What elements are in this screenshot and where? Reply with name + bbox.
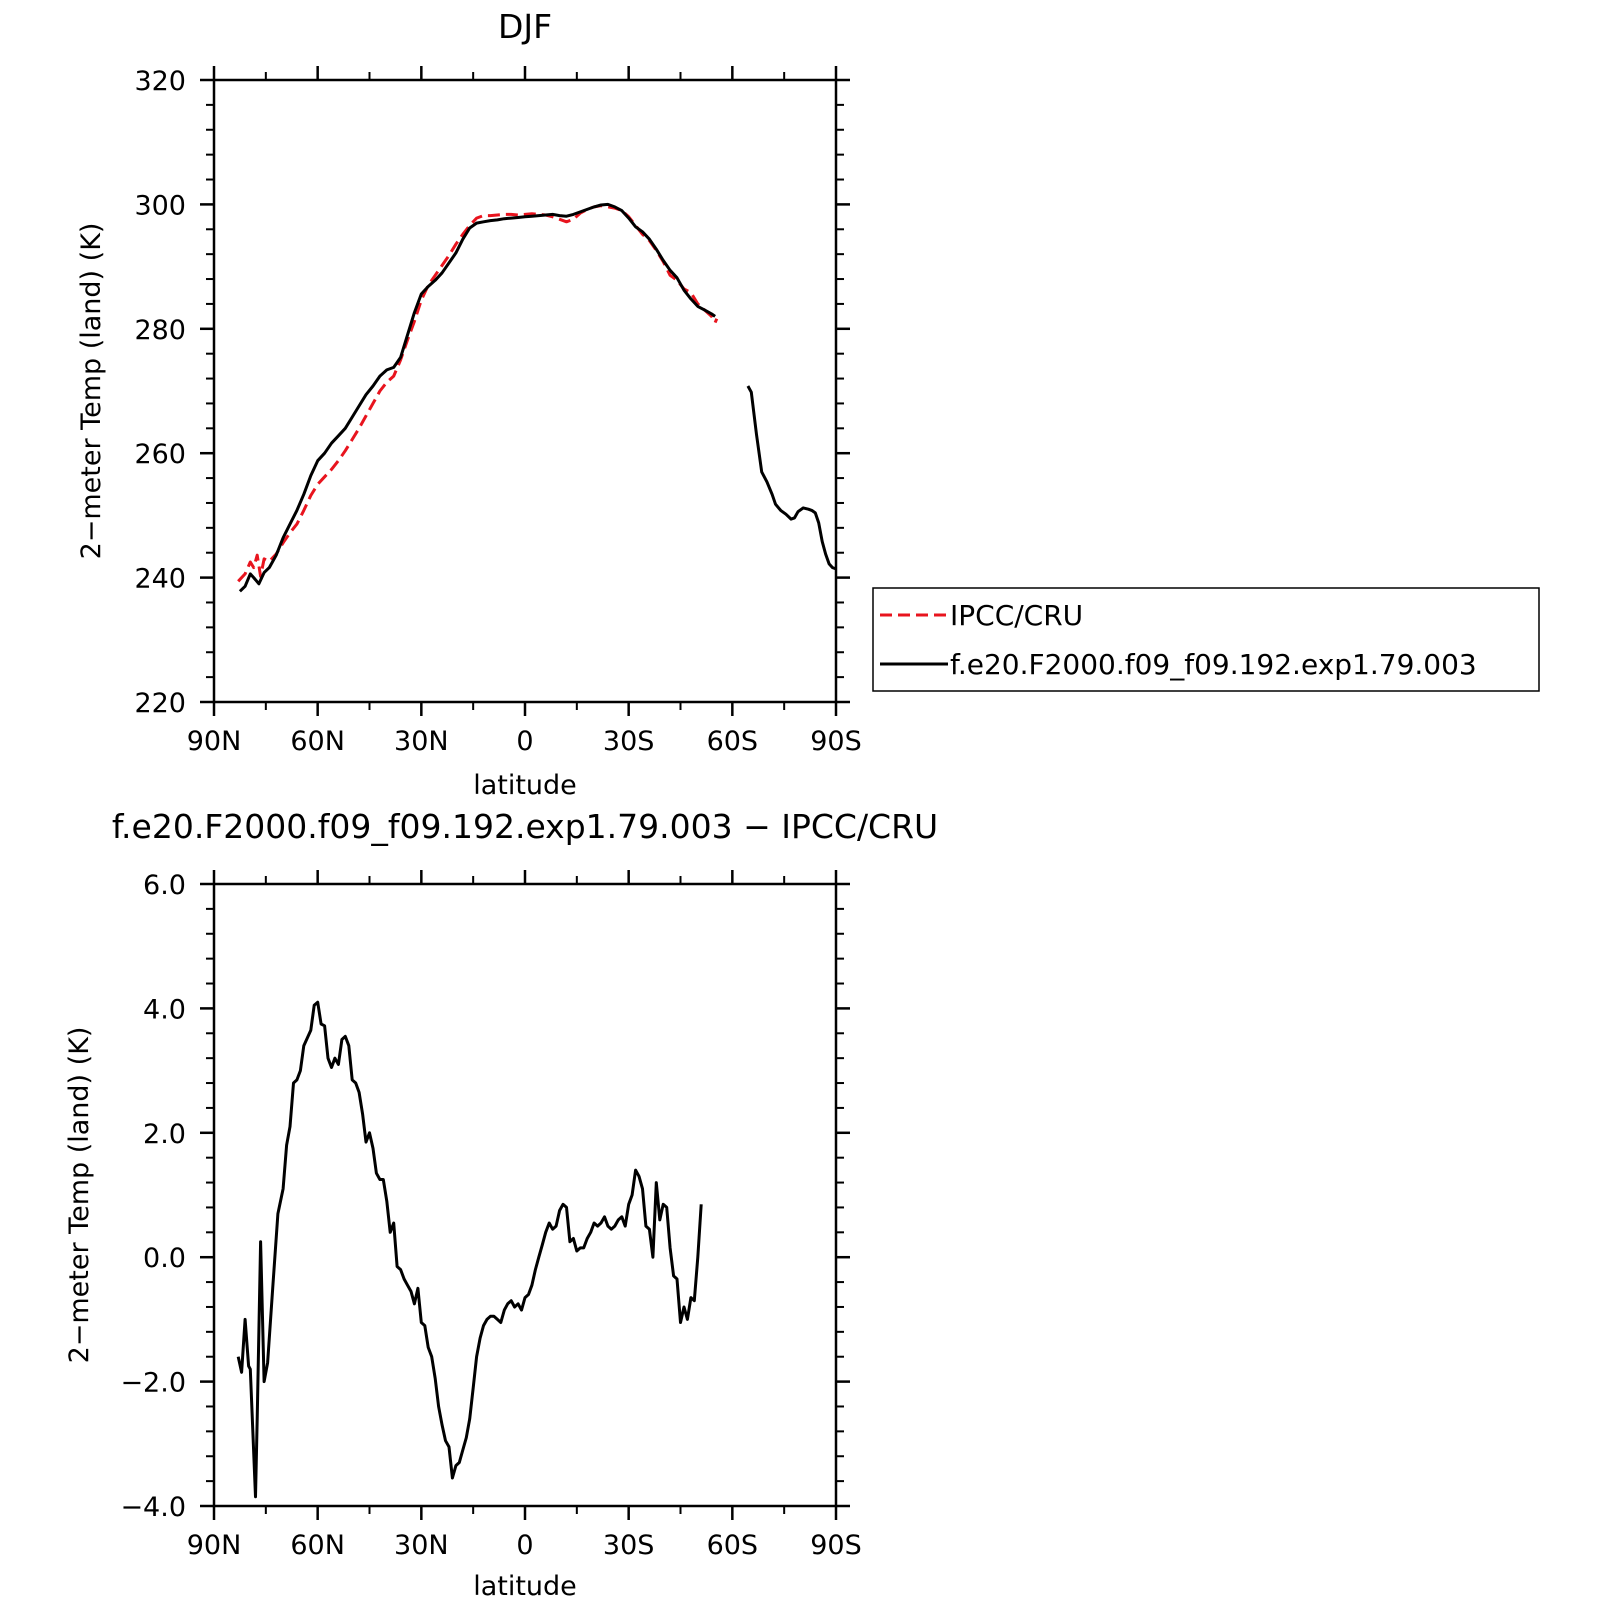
series-group <box>237 202 837 593</box>
y-tick-label: 4.0 <box>143 994 186 1025</box>
x-tick-label: 90N <box>187 726 242 757</box>
x-tick-label: 30N <box>394 1530 449 1561</box>
x-tick-label: 90S <box>810 1530 862 1561</box>
legend-entry-ipcc: IPCC/CRU <box>950 599 1083 632</box>
y-tick-label: −2.0 <box>120 1368 186 1399</box>
y-tick-label: 320 <box>134 66 186 97</box>
panel-difference: f.e20.F2000.f09_f09.192.exp1.79.003 − IP… <box>64 807 938 1602</box>
y-tick-label: 2.0 <box>143 1119 186 1150</box>
panel-climatology: DJF 90N 60N 30N 0 30S 60S 90S 220 240 260 280 300 32… <box>76 7 1540 801</box>
x-tick-label: 60S <box>707 726 759 757</box>
y-tick-label: 280 <box>134 315 186 346</box>
y-tick-label: 240 <box>134 564 186 595</box>
x-tick-label: 60N <box>290 726 345 757</box>
x-tick-label: 30S <box>603 726 655 757</box>
series-line-1 <box>238 202 716 593</box>
chart-title: f.e20.F2000.f09_f09.192.exp1.79.003 − IP… <box>112 807 938 846</box>
plot-frame <box>212 882 838 1508</box>
x-tick-label: 60N <box>290 1530 345 1561</box>
y-tick-label: 260 <box>134 439 186 470</box>
x-tick-label: 60S <box>707 1530 759 1561</box>
legend: IPCC/CRU f.e20.F2000.f09_f09.192.exp1.79… <box>872 587 1540 692</box>
x-tick-label: 30S <box>603 1530 655 1561</box>
y-tick-label: 0.0 <box>143 1243 186 1274</box>
axis-ticks: 90N 60N 30N 0 30S 60S 90S −4.0 −2.0 0.0 2.0 4.0 6.0 <box>120 870 862 1561</box>
x-tick-label: 0 <box>516 726 533 757</box>
x-tick-label: 90N <box>187 1530 242 1561</box>
x-tick-label: 90S <box>810 726 862 757</box>
chart-title: DJF <box>498 7 552 46</box>
plot-frame <box>212 78 838 704</box>
series-group <box>236 1000 703 1499</box>
series-line-1 <box>746 385 837 571</box>
y-tick-label: 220 <box>134 688 186 719</box>
y-tick-label: 300 <box>134 190 186 221</box>
series-line-0 <box>237 204 719 583</box>
y-axis-label: 2−meter Temp (land) (K) <box>76 223 107 560</box>
x-axis-label: latitude <box>473 770 577 801</box>
legend-entry-model: f.e20.F2000.f09_f09.192.exp1.79.003 <box>950 648 1477 681</box>
y-tick-label: −4.0 <box>120 1492 186 1523</box>
x-tick-label: 0 <box>516 1530 533 1561</box>
y-tick-label: 6.0 <box>143 870 186 901</box>
series-line-0 <box>236 1000 703 1499</box>
x-tick-label: 30N <box>394 726 449 757</box>
x-axis-label: latitude <box>473 1571 577 1602</box>
legend-box <box>872 587 1540 692</box>
y-axis-label: 2−meter Temp (land) (K) <box>64 1027 95 1364</box>
axis-ticks: 90N 60N 30N 0 30S 60S 90S 220 240 260 280 300 320 <box>134 66 862 757</box>
